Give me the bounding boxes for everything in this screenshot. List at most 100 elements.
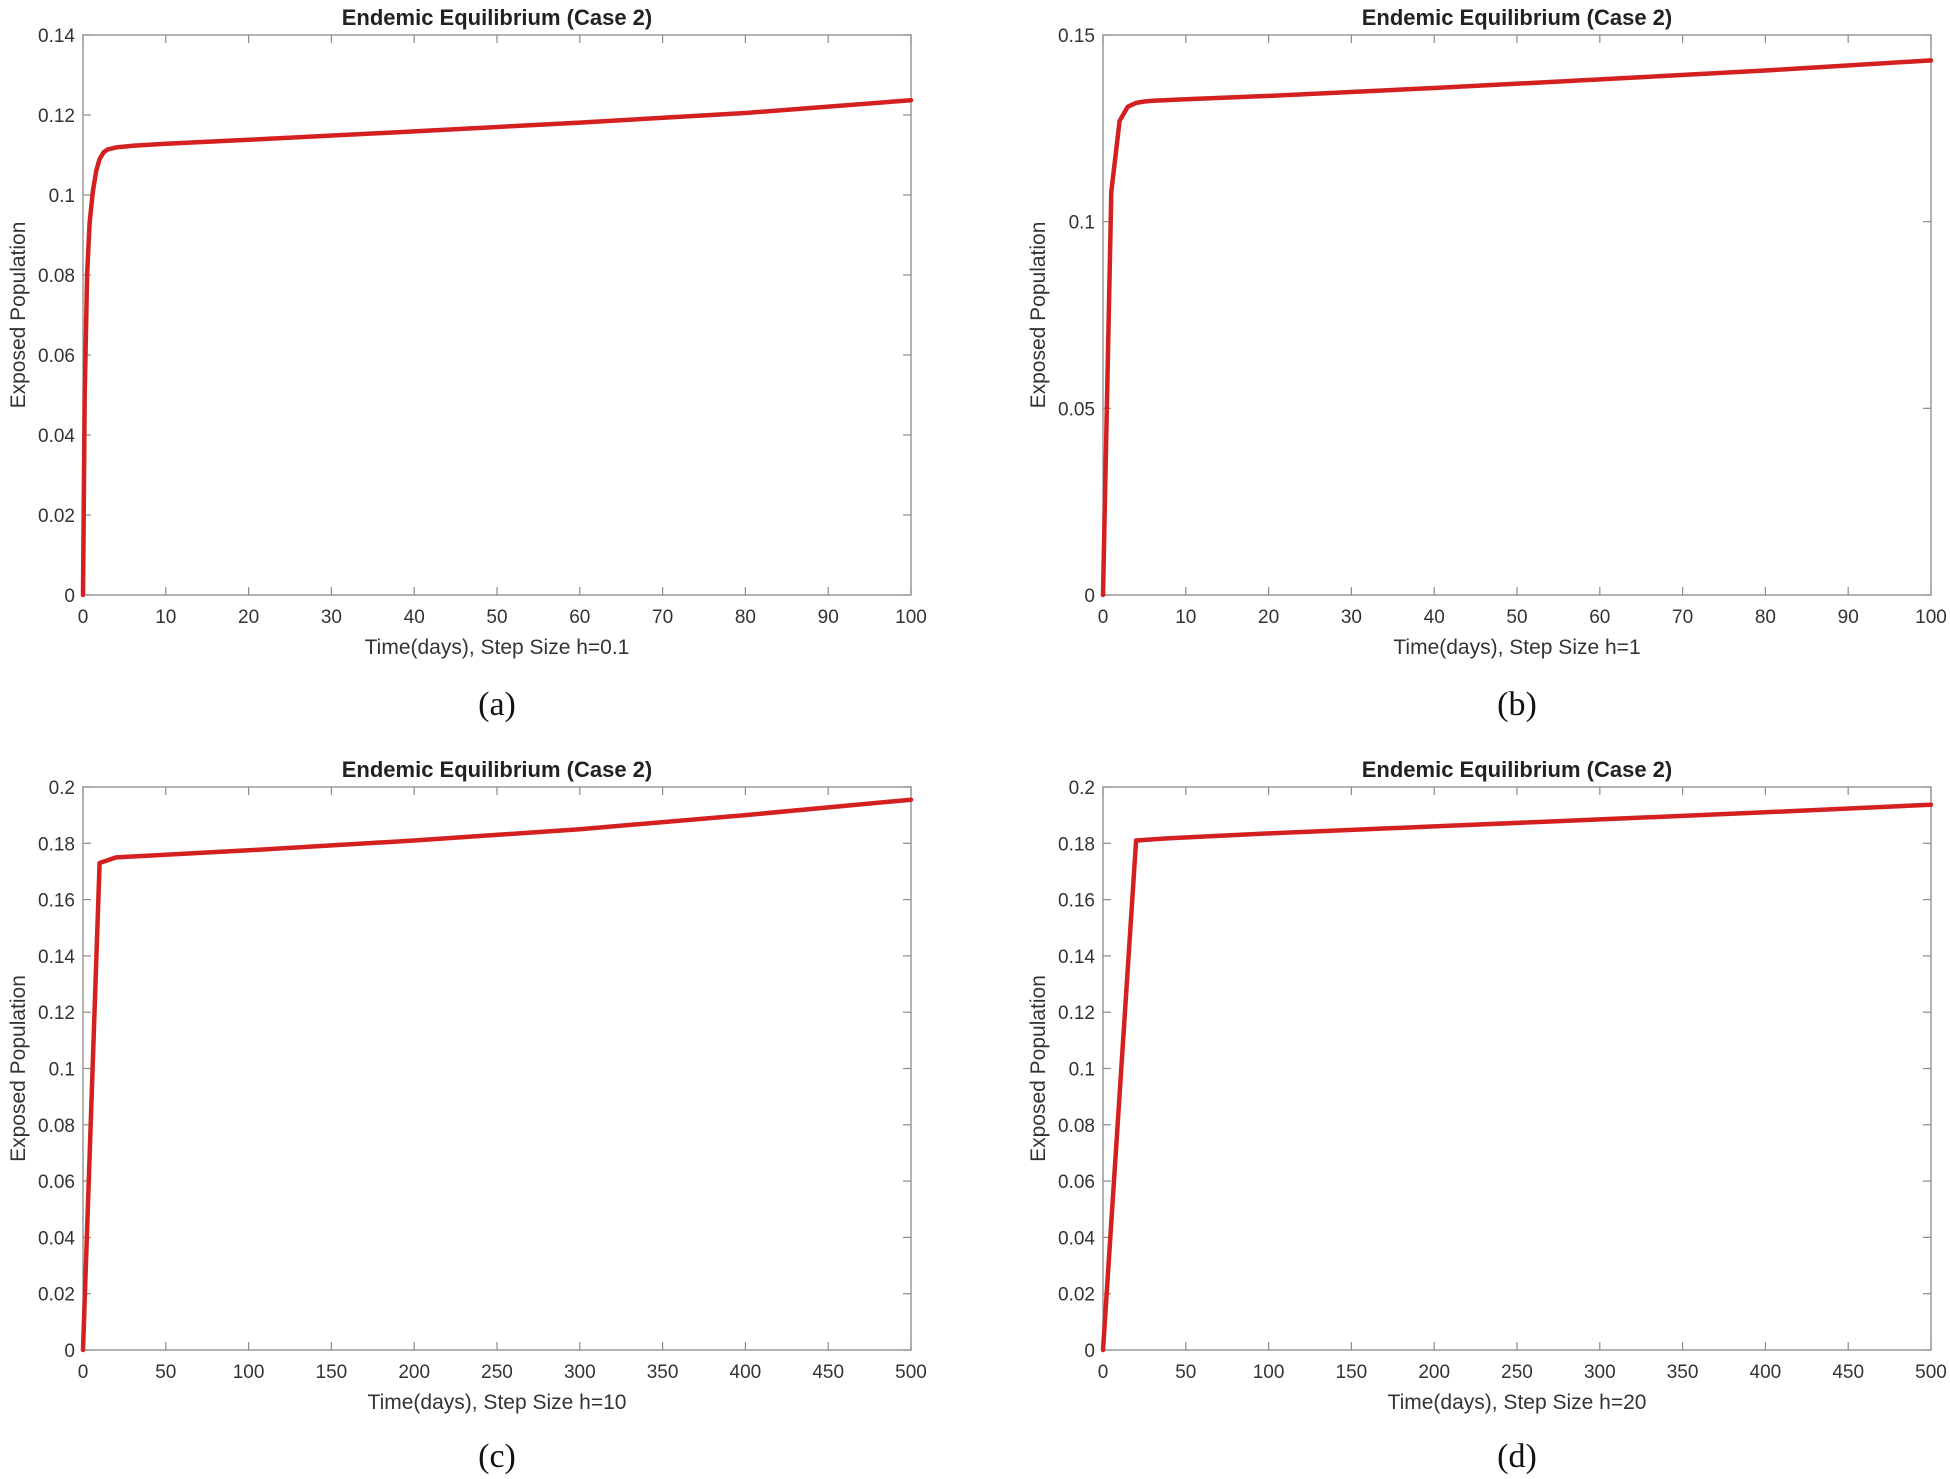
y-axis-label: Exposed Population xyxy=(1027,975,1050,1162)
y-tick-label: 0.2 xyxy=(1069,778,1095,799)
y-tick-label: 0 xyxy=(1084,586,1095,607)
x-tick-label: 0 xyxy=(78,607,89,628)
x-tick-label: 500 xyxy=(895,1362,927,1383)
plot-area xyxy=(1102,786,1932,1351)
x-tick-label: 40 xyxy=(1424,607,1445,628)
x-tick-label: 90 xyxy=(1838,607,1859,628)
x-tick-label: 100 xyxy=(1253,1362,1285,1383)
x-axis-label: Time(days), Step Size h=0.1 xyxy=(365,636,630,659)
x-tick-label: 400 xyxy=(730,1362,762,1383)
y-tick-label: 0.08 xyxy=(38,266,75,287)
y-tick-label: 0.12 xyxy=(38,1003,75,1024)
chart-title: Endemic Equilibrium (Case 2) xyxy=(1362,757,1673,782)
y-tick-label: 0.15 xyxy=(1058,26,1095,47)
chart-title: Endemic Equilibrium (Case 2) xyxy=(342,5,653,30)
y-tick-label: 0.05 xyxy=(1058,399,1095,420)
y-tick-label: 0.14 xyxy=(38,26,75,47)
series-line xyxy=(80,797,914,1353)
x-tick-label: 50 xyxy=(486,607,507,628)
x-tick-label: 80 xyxy=(1755,607,1776,628)
chart-title: Endemic Equilibrium (Case 2) xyxy=(342,757,653,782)
series-line xyxy=(1100,58,1934,598)
panel-caption-d: (d) xyxy=(1497,1438,1537,1475)
x-tick-label: 150 xyxy=(316,1362,348,1383)
x-tick-label: 0 xyxy=(1098,1362,1109,1383)
y-tick-label: 0.1 xyxy=(49,1060,75,1081)
x-tick-label: 30 xyxy=(1341,607,1362,628)
y-tick-label: 0.12 xyxy=(1058,1003,1095,1024)
y-tick-label: 0 xyxy=(1084,1341,1095,1362)
x-tick-label: 450 xyxy=(812,1362,844,1383)
chart-panel-a: 0 10 20 30 40 50 60 70 80 90 100 0 0.02 0.04 0.06 0.08 0… xyxy=(7,5,927,723)
x-tick-label: 60 xyxy=(1589,607,1610,628)
y-tick-label: 0.04 xyxy=(38,426,75,447)
x-axis-label: Time(days), Step Size h=20 xyxy=(1388,1391,1647,1414)
x-tick-label: 70 xyxy=(1672,607,1693,628)
x-tick-label: 20 xyxy=(238,607,259,628)
x-tick-label: 30 xyxy=(321,607,342,628)
panel-caption-b: (b) xyxy=(1497,686,1537,723)
x-tick-label: 0 xyxy=(78,1362,89,1383)
x-tick-label: 350 xyxy=(647,1362,679,1383)
x-tick-label: 0 xyxy=(1098,607,1109,628)
x-tick-label: 50 xyxy=(155,1362,176,1383)
y-tick-label: 0.1 xyxy=(1069,1060,1095,1081)
y-axis-label: Exposed Population xyxy=(7,222,30,409)
x-tick-label: 90 xyxy=(818,607,839,628)
plot-area xyxy=(82,786,912,1351)
y-tick-label: 0.06 xyxy=(38,346,75,367)
series-line xyxy=(80,97,914,598)
y-tick-label: 0.16 xyxy=(38,891,75,912)
y-tick-label: 0.2 xyxy=(49,778,75,799)
x-tick-label: 60 xyxy=(569,607,590,628)
y-tick-label: 0.12 xyxy=(38,106,75,127)
y-tick-label: 0 xyxy=(64,586,75,607)
x-tick-label: 150 xyxy=(1336,1362,1368,1383)
x-tick-label: 300 xyxy=(564,1362,596,1383)
chart-panel-b: 0 10 20 30 40 50 60 70 80 90 100 0 0.05 0.1 0.15 Endemi… xyxy=(1027,5,1947,723)
x-tick-label: 300 xyxy=(1584,1362,1616,1383)
x-tick-label: 350 xyxy=(1667,1362,1699,1383)
x-tick-label: 400 xyxy=(1750,1362,1782,1383)
y-tick-label: 0.02 xyxy=(1058,1285,1095,1306)
y-tick-label: 0.06 xyxy=(38,1172,75,1193)
y-tick-label: 0.1 xyxy=(49,186,75,207)
series-line xyxy=(1100,802,1934,1353)
y-tick-label: 0.18 xyxy=(38,834,75,855)
y-axis-label: Exposed Population xyxy=(7,975,30,1162)
y-axis-label: Exposed Population xyxy=(1027,222,1050,409)
y-tick-label: 0.14 xyxy=(38,947,75,968)
x-tick-label: 200 xyxy=(398,1362,430,1383)
y-tick-label: 0.02 xyxy=(38,1285,75,1306)
chart-panel-d: 0 50 100 150 200 250 300 350 400 450 500 0 0.02 0.04 0… xyxy=(1027,757,1947,1475)
y-tick-label: 0.04 xyxy=(1058,1228,1095,1249)
x-tick-label: 20 xyxy=(1258,607,1279,628)
x-axis-label: Time(days), Step Size h=1 xyxy=(1393,636,1640,659)
x-tick-label: 10 xyxy=(1175,607,1196,628)
x-tick-label: 10 xyxy=(155,607,176,628)
x-tick-label: 50 xyxy=(1175,1362,1196,1383)
x-tick-label: 80 xyxy=(735,607,756,628)
x-tick-label: 40 xyxy=(404,607,425,628)
y-tick-label: 0.14 xyxy=(1058,947,1095,968)
y-tick-label: 0.08 xyxy=(38,1116,75,1137)
y-tick-label: 0.16 xyxy=(1058,891,1095,912)
x-tick-label: 200 xyxy=(1418,1362,1450,1383)
y-tick-label: 0.02 xyxy=(38,506,75,527)
x-tick-label: 50 xyxy=(1506,607,1527,628)
y-tick-label: 0.18 xyxy=(1058,834,1095,855)
plot-area xyxy=(1102,34,1932,596)
chart-title: Endemic Equilibrium (Case 2) xyxy=(1362,5,1673,30)
panel-caption-c: (c) xyxy=(478,1438,516,1475)
x-tick-label: 450 xyxy=(1832,1362,1864,1383)
x-tick-label: 100 xyxy=(233,1362,265,1383)
x-tick-label: 70 xyxy=(652,607,673,628)
x-tick-label: 100 xyxy=(1915,607,1947,628)
y-tick-label: 0.08 xyxy=(1058,1116,1095,1137)
plot-area xyxy=(82,34,912,596)
x-tick-label: 250 xyxy=(1501,1362,1533,1383)
y-tick-label: 0.1 xyxy=(1069,213,1095,234)
x-axis-label: Time(days), Step Size h=10 xyxy=(368,1391,627,1414)
chart-panel-c: 0 50 100 150 200 250 300 350 400 450 500 0 0.02 0.04 0… xyxy=(7,757,927,1475)
